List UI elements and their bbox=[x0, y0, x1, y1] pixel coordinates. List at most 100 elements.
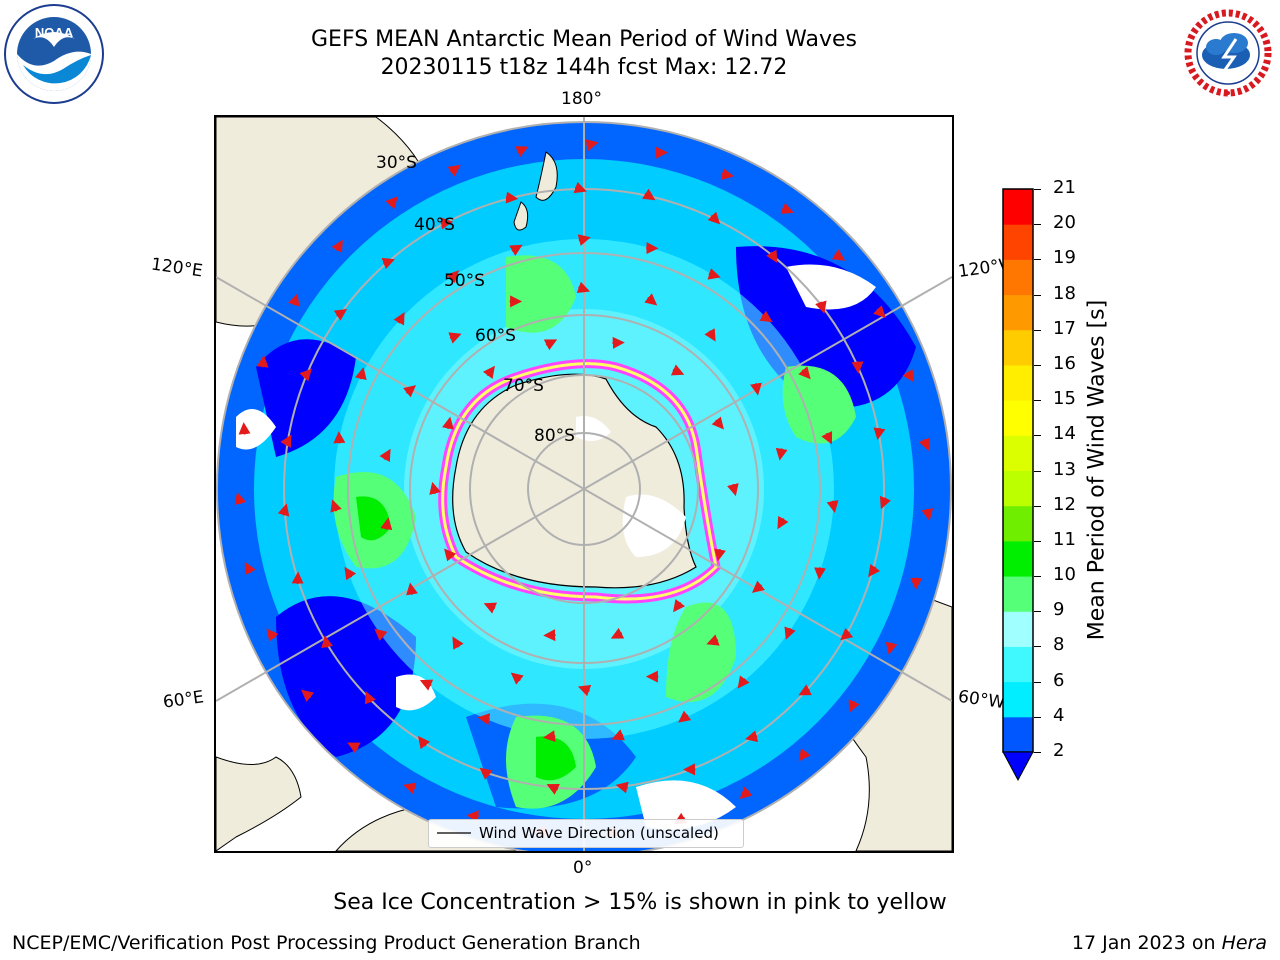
wave-direction-arrow bbox=[784, 626, 796, 640]
colorbar-tick bbox=[1034, 400, 1041, 402]
colorbar-tick bbox=[1034, 681, 1041, 683]
wave-direction-arrow bbox=[385, 196, 398, 210]
colorbar-tick bbox=[1034, 189, 1041, 190]
wave-direction-arrow bbox=[442, 416, 454, 430]
lon-label-180: 180° bbox=[561, 89, 602, 109]
wave-direction-arrow bbox=[364, 691, 376, 705]
colorbar-extend-triangle bbox=[1002, 751, 1034, 782]
wave-direction-arrow bbox=[798, 366, 811, 380]
colorbar-tick bbox=[1034, 329, 1041, 331]
legend-line-icon bbox=[437, 832, 471, 834]
wave-direction-arrow bbox=[333, 431, 346, 444]
colorbar-tick bbox=[1034, 716, 1041, 718]
wave-direction-arrow bbox=[447, 164, 461, 177]
wave-direction-arrow bbox=[775, 447, 788, 461]
wave-direction-arrow bbox=[644, 293, 658, 306]
wave-direction-arrow bbox=[266, 628, 279, 642]
wave-direction-arrow bbox=[873, 305, 886, 319]
wave-direction-arrow bbox=[244, 561, 256, 576]
wave-direction-arrow bbox=[406, 582, 418, 596]
wave-direction-arrow bbox=[670, 364, 685, 376]
colorbar-tick-label: 19 bbox=[1053, 247, 1076, 269]
colorbar-tick bbox=[1034, 294, 1041, 296]
wave-direction-arrow bbox=[642, 188, 656, 201]
lat-label-80: 80°S bbox=[534, 426, 575, 446]
lat-label-70: 70°S bbox=[503, 376, 544, 396]
colorbar-tick-label: 11 bbox=[1053, 528, 1076, 550]
wave-direction-arrow bbox=[918, 437, 930, 451]
footer-credit: NCEP/EMC/Verification Post Processing Pr… bbox=[12, 932, 641, 954]
colorbar-segment bbox=[1003, 646, 1033, 683]
colorbar-tick-label: 17 bbox=[1053, 317, 1076, 339]
wave-direction-arrow bbox=[546, 784, 560, 795]
wave-direction-arrow bbox=[466, 810, 479, 823]
colorbar-tick-label: 12 bbox=[1053, 493, 1076, 515]
lat-label-40: 40°S bbox=[414, 215, 455, 235]
colorbar-tick bbox=[1034, 505, 1041, 507]
polar-map: 30°S 40°S 50°S 60°S 70°S 80°S Wind Wave … bbox=[214, 115, 954, 853]
wave-direction-arrow bbox=[885, 641, 898, 655]
wave-direction-arrow bbox=[505, 191, 519, 204]
wave-direction-arrow bbox=[444, 548, 457, 562]
polar-map-canvas bbox=[216, 117, 952, 851]
noaa-logo: NOAA bbox=[3, 3, 105, 109]
wave-direction-arrow bbox=[418, 736, 431, 750]
colorbar-tick-label: 2 bbox=[1053, 740, 1065, 761]
wave-direction-arrow bbox=[739, 786, 753, 800]
colorbar-tick-label: 20 bbox=[1053, 212, 1076, 234]
wave-direction-arrow bbox=[280, 434, 292, 448]
colorbar-segment bbox=[1003, 470, 1033, 507]
wave-direction-arrow bbox=[585, 139, 599, 151]
sea-ice-note: Sea Ice Concentration > 15% is shown in … bbox=[333, 890, 947, 915]
colorbar-tick bbox=[1034, 752, 1041, 753]
colorbar-tick bbox=[1034, 470, 1041, 472]
lon-label-0: 0° bbox=[573, 858, 593, 878]
colorbar-label: Mean Period of Wind Waves [s] bbox=[1084, 299, 1110, 641]
wave-direction-arrow bbox=[477, 713, 491, 726]
colorbar-tick bbox=[1034, 576, 1041, 578]
wave-direction-arrow bbox=[798, 684, 812, 696]
wave-direction-arrow bbox=[704, 328, 716, 342]
footer-host: Hera bbox=[1221, 932, 1267, 954]
colorbar-segment bbox=[1003, 364, 1033, 401]
colorbar-tick-label: 18 bbox=[1053, 282, 1076, 304]
wave-direction-arrow bbox=[380, 517, 393, 531]
wave-direction-arrow bbox=[840, 627, 854, 641]
colorbar-tick bbox=[1034, 364, 1041, 366]
nws-logo bbox=[1178, 3, 1278, 107]
wave-direction-arrow bbox=[851, 361, 864, 374]
legend-label: Wind Wave Direction (unscaled) bbox=[479, 824, 719, 842]
lon-label-60w: 60°W bbox=[956, 686, 1007, 714]
colorbar-segment bbox=[1003, 505, 1033, 542]
wave-direction-arrow bbox=[777, 515, 789, 530]
wave-direction-arrow bbox=[330, 499, 342, 513]
wave-direction-arrow bbox=[354, 367, 367, 381]
chart-title: GEFS MEAN Antarctic Mean Period of Wind … bbox=[311, 27, 857, 52]
wave-direction-arrow bbox=[440, 217, 454, 230]
chart-subtitle: 20230115 t18z 144h fcst Max: 12.72 bbox=[380, 55, 788, 80]
wave-direction-arrow bbox=[815, 300, 827, 314]
wave-direction-arrow bbox=[448, 332, 462, 344]
wave-direction-arrow bbox=[446, 270, 459, 284]
colorbar-segment bbox=[1003, 189, 1033, 225]
colorbar-tick bbox=[1034, 435, 1041, 437]
wave-direction-arrow bbox=[610, 627, 625, 639]
wave-direction-arrow bbox=[577, 234, 591, 246]
wave-direction-arrow bbox=[256, 355, 269, 368]
wave-direction-arrow bbox=[814, 567, 827, 580]
lat-label-30: 30°S bbox=[376, 153, 417, 173]
wave-direction-arrow bbox=[277, 503, 290, 517]
wave-direction-arrow bbox=[333, 308, 348, 321]
wave-direction-arrow bbox=[707, 211, 721, 225]
wave-direction-arrow bbox=[381, 257, 395, 270]
wave-direction-arrow bbox=[868, 563, 881, 578]
wave-direction-arrow bbox=[831, 249, 846, 261]
wave-direction-arrow bbox=[393, 312, 405, 326]
map-legend: Wind Wave Direction (unscaled) bbox=[428, 819, 744, 848]
svg-text:NOAA: NOAA bbox=[35, 25, 74, 40]
wave-direction-arrow bbox=[234, 491, 247, 506]
wave-direction-arrow bbox=[543, 339, 558, 351]
wave-direction-arrow bbox=[452, 636, 464, 650]
wave-direction-arrow bbox=[921, 508, 934, 522]
colorbar-tick bbox=[1034, 646, 1041, 648]
